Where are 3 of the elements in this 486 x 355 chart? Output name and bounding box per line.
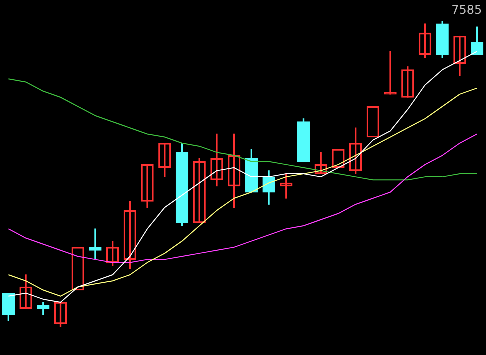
text: 7585 [452, 3, 482, 18]
candlestick [384, 51, 397, 95]
candlestick [89, 228, 102, 260]
